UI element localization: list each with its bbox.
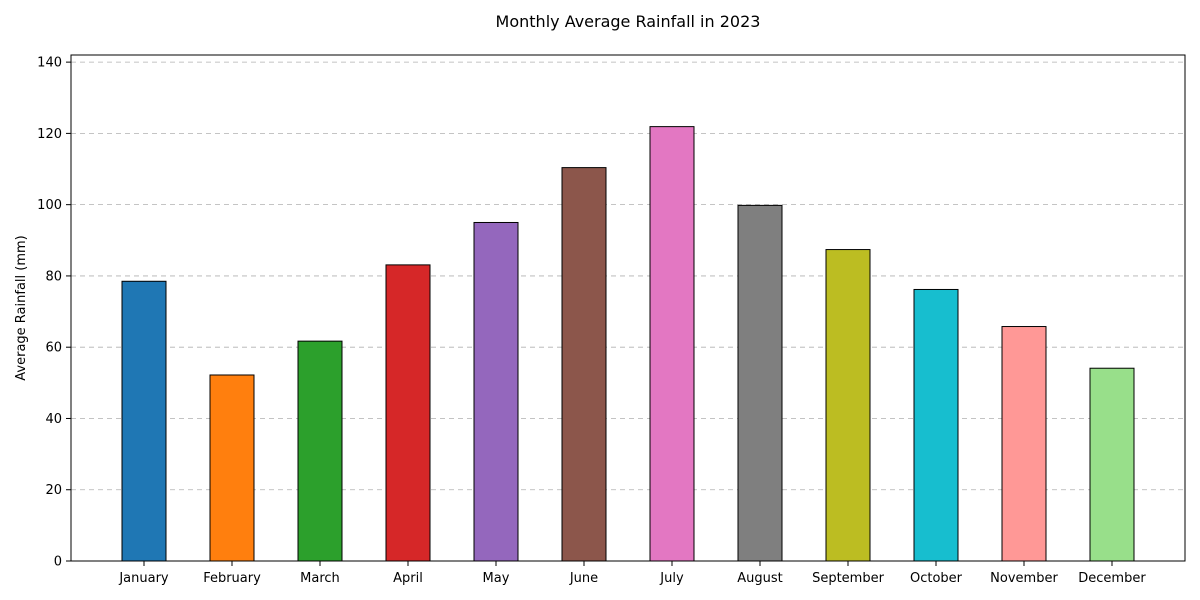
x-tick-label: May (483, 571, 510, 586)
y-axis-label: Average Rainfall (mm) (14, 235, 29, 380)
x-tick-label: June (569, 571, 598, 586)
bar-august (737, 204, 783, 562)
x-tick-label: December (1078, 571, 1146, 586)
x-tick-label: July (659, 571, 684, 586)
x-tick-label: August (737, 571, 783, 586)
bar-january (121, 280, 167, 562)
y-tick-label: 40 (45, 412, 62, 427)
bar-february (209, 374, 255, 562)
plot-frame (70, 54, 1186, 562)
x-tick-label: January (118, 571, 169, 586)
x-tick-label: October (910, 571, 963, 586)
y-tick-label: 100 (37, 198, 62, 213)
y-tick-label: 20 (45, 483, 62, 498)
axes (70, 54, 1186, 562)
x-tick-label: April (393, 571, 423, 586)
y-tick-label: 80 (45, 269, 62, 284)
x-tick-label: September (812, 571, 885, 586)
y-tick-label: 140 (37, 56, 62, 71)
bar-june (561, 167, 607, 562)
bar-april (385, 264, 431, 562)
y-tick-label: 60 (45, 341, 62, 356)
bar-may (473, 221, 519, 562)
y-tick-label: 120 (37, 127, 62, 142)
chart-title: Monthly Average Rainfall in 2023 (496, 12, 761, 31)
bar-march (297, 340, 343, 562)
bar-october (913, 288, 959, 562)
y-tick-label: 0 (54, 555, 62, 570)
bar-september (825, 249, 871, 562)
bar-july (649, 126, 695, 562)
x-ticks: January February March April May June July Augu… (118, 561, 1146, 586)
bar-november (1001, 326, 1047, 562)
bars (121, 126, 1135, 562)
grid-lines (71, 61, 1185, 491)
y-ticks: 0 20 40 60 80 100 120 140 (37, 56, 71, 570)
x-tick-label: March (300, 571, 340, 586)
bar-december (1089, 367, 1135, 562)
x-tick-label: February (203, 571, 261, 586)
x-tick-label: November (990, 571, 1058, 586)
